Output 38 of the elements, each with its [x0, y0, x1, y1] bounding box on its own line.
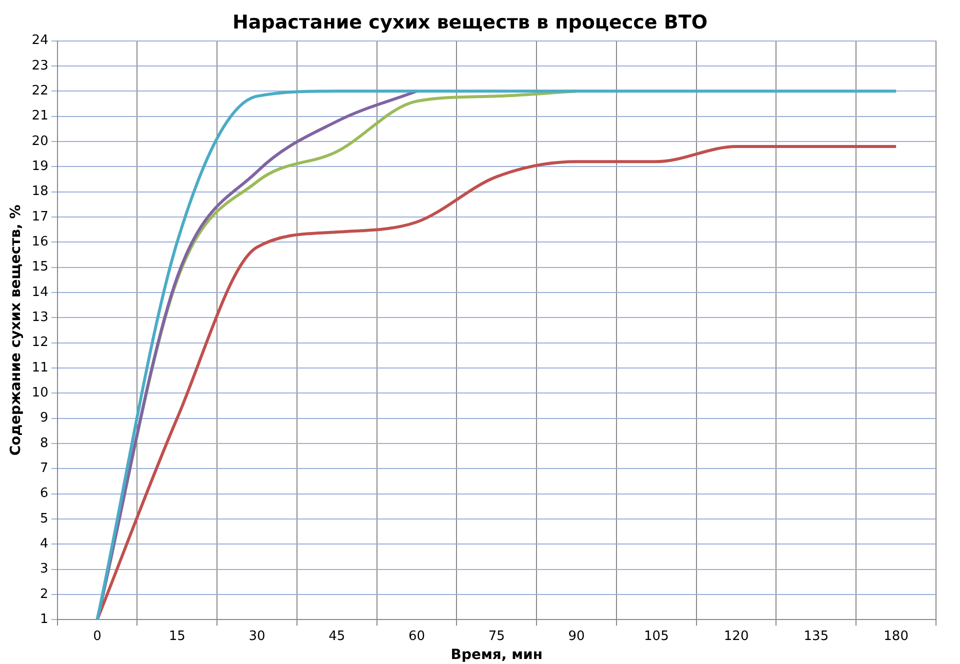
x-tick-label: 30 — [248, 628, 266, 644]
y-tick-label: 12 — [32, 335, 48, 350]
x-tick-label: 0 — [93, 628, 102, 644]
y-tick-label: 18 — [32, 184, 48, 200]
x-tick-label: 105 — [644, 628, 669, 644]
y-axis-title: Содержание сухих веществ, % — [8, 204, 24, 456]
x-tick-label: 120 — [724, 628, 749, 644]
x-tick-label: 60 — [408, 628, 426, 644]
y-tick-label: 4 — [40, 536, 48, 552]
y-tick-label: 5 — [40, 511, 48, 526]
y-tick-label: 10 — [32, 385, 48, 400]
y-tick-label: 21 — [32, 108, 48, 124]
y-tick-label: 14 — [32, 284, 48, 300]
y-tick-label: 24 — [32, 33, 48, 48]
y-tick-label: 2 — [40, 586, 48, 602]
x-tick-label: 90 — [568, 628, 585, 644]
y-tick-label: 20 — [32, 134, 48, 149]
y-tick-label: 19 — [32, 159, 48, 174]
y-tick-label: 15 — [32, 260, 48, 275]
y-tick-label: 22 — [32, 84, 48, 99]
x-axis-title: Время, мин — [450, 647, 543, 664]
x-tick-label: 180 — [884, 628, 908, 644]
x-tick-label: 45 — [328, 628, 346, 644]
chart-title: Нарастание сухих веществ в процессе ВТО — [232, 11, 708, 34]
y-tick-label: 9 — [40, 410, 48, 426]
y-tick-label: 3 — [40, 562, 48, 577]
y-tick-label: 6 — [40, 486, 48, 502]
y-tick-label: 11 — [32, 360, 48, 376]
y-tick-label: 16 — [32, 234, 48, 250]
y-tick-label: 7 — [40, 460, 48, 476]
y-tick-label: 13 — [32, 310, 48, 325]
y-tick-label: 23 — [32, 58, 48, 74]
x-tick-label: 135 — [804, 628, 829, 644]
y-tick-label: 17 — [32, 209, 48, 224]
y-tick-label: 1 — [40, 612, 48, 627]
x-tick-label: 75 — [488, 628, 505, 644]
x-tick-label: 15 — [168, 628, 186, 644]
y-tick-label: 8 — [40, 436, 48, 451]
